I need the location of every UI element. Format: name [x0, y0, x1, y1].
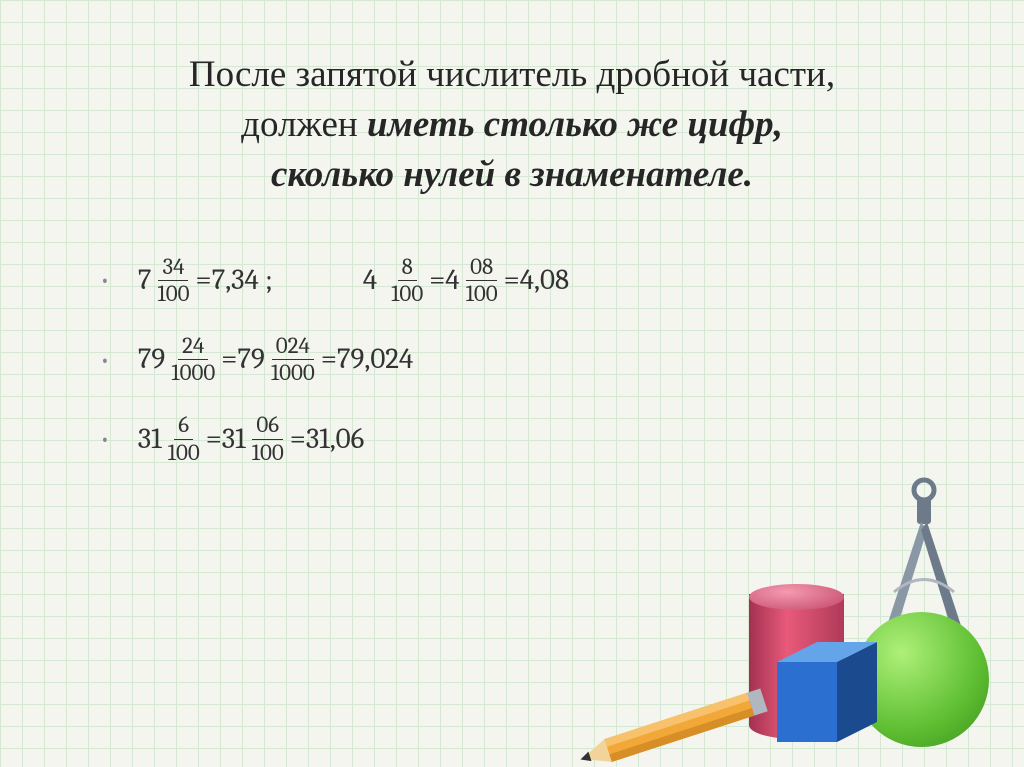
denominator: 1000: [167, 360, 219, 385]
equation-row-1: • 7 34 100 =7,34 ; 4 8 100 =4 08 100: [100, 255, 954, 306]
equation-list: • 7 34 100 =7,34 ; 4 8 100 =4 08 100: [70, 255, 954, 465]
denominator: 100: [387, 281, 427, 306]
numerator: 24: [178, 334, 208, 360]
cube-icon: [759, 627, 894, 752]
numerator: 024: [272, 334, 314, 360]
equals: =4: [429, 264, 459, 297]
equals: =31: [206, 423, 246, 456]
equation-1: 7 34 100 =7,34 ; 4 8 100 =4 08 100 =: [138, 255, 569, 306]
equals: =79: [221, 343, 265, 376]
fraction: 34 100: [153, 255, 193, 306]
int-part: 79: [138, 343, 166, 376]
numerator: 06: [252, 413, 283, 439]
fraction: 024 1000: [267, 334, 319, 385]
fraction: 8 100: [387, 255, 427, 306]
int-part: 7: [138, 264, 152, 297]
numerator: 8: [398, 255, 417, 281]
result: =31,06: [290, 423, 365, 456]
fraction: 24 1000: [167, 334, 219, 385]
slide-title: После запятой числитель дробной части, д…: [70, 50, 954, 200]
title-line3: сколько нулей в знаменателе.: [271, 154, 753, 195]
int-part: 4: [363, 264, 377, 297]
pencil-icon: [569, 687, 779, 767]
decorative-shapes: [604, 467, 1024, 767]
denominator: 100: [164, 440, 204, 465]
numerator: 6: [174, 413, 193, 439]
fraction: 08 100: [462, 255, 502, 306]
title-line2-b: иметь столько же цифр,: [367, 104, 783, 145]
denominator: 100: [153, 281, 193, 306]
fraction: 06 100: [248, 413, 288, 464]
result: =4,08: [504, 264, 569, 297]
bullet-icon: •: [100, 267, 110, 293]
equation-3: 31 6 100 =31 06 100 =31,06: [138, 413, 365, 464]
equation-2: 79 24 1000 =79 024 1000 =79,024: [138, 334, 414, 385]
slide-content: После запятой числитель дробной части, д…: [0, 0, 1024, 465]
denominator: 100: [462, 281, 502, 306]
title-line1: После запятой числитель дробной части,: [189, 54, 835, 95]
numerator: 34: [158, 255, 188, 281]
denominator: 1000: [267, 360, 319, 385]
denominator: 100: [248, 440, 288, 465]
result: =7,34 ;: [196, 264, 273, 297]
bullet-icon: •: [100, 347, 110, 373]
bullet-icon: •: [100, 426, 110, 452]
equation-row-3: • 31 6 100 =31 06 100 =31,06: [100, 413, 954, 464]
fraction: 6 100: [164, 413, 204, 464]
result: =79,024: [321, 343, 413, 376]
equation-row-2: • 79 24 1000 =79 024 1000 =79,024: [100, 334, 954, 385]
numerator: 08: [466, 255, 497, 281]
title-line2-a: должен: [241, 104, 367, 145]
int-part: 31: [138, 423, 162, 456]
